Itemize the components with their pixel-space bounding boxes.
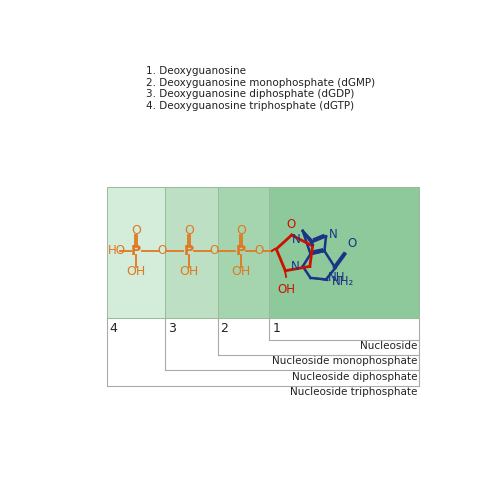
Text: NH₂: NH₂ (332, 276, 354, 288)
Text: OH: OH (179, 265, 199, 278)
Bar (106, 187, 419, 318)
Text: HO: HO (108, 244, 126, 258)
Text: P: P (131, 244, 141, 258)
Text: 4. Deoxyguanosine triphosphate (dGTP): 4. Deoxyguanosine triphosphate (dGTP) (146, 101, 354, 111)
Text: 1: 1 (272, 322, 280, 335)
Text: 2: 2 (220, 322, 228, 335)
Text: 2. Deoxyguanosine monophosphate (dGMP): 2. Deoxyguanosine monophosphate (dGMP) (146, 78, 376, 88)
Text: P: P (236, 244, 246, 258)
Text: Nucleoside diphosphate: Nucleoside diphosphate (292, 372, 418, 382)
Text: OH: OH (278, 283, 296, 296)
Bar (218, 187, 419, 318)
Text: N: N (292, 233, 300, 246)
Text: 1. Deoxyguanosine: 1. Deoxyguanosine (146, 66, 246, 76)
Text: N: N (329, 228, 338, 241)
Text: O: O (131, 224, 141, 236)
Text: NH: NH (328, 272, 346, 284)
Bar (270, 187, 419, 318)
Text: 3: 3 (168, 322, 176, 335)
Text: OH: OH (126, 265, 146, 278)
Text: O: O (210, 244, 219, 258)
Text: Nucleoside: Nucleoside (360, 341, 418, 351)
Text: 4: 4 (110, 322, 118, 335)
Text: 3. Deoxyguanosine diphosphate (dGDP): 3. Deoxyguanosine diphosphate (dGDP) (146, 90, 354, 100)
Text: P: P (184, 244, 194, 258)
Text: O: O (286, 218, 296, 231)
Text: O: O (184, 224, 194, 236)
Text: Nucleoside triphosphate: Nucleoside triphosphate (290, 387, 418, 397)
Text: Nucleoside monophosphate: Nucleoside monophosphate (272, 356, 418, 366)
Text: O: O (348, 237, 357, 250)
Text: N: N (291, 260, 300, 273)
Text: O: O (254, 244, 264, 258)
Text: O: O (158, 244, 167, 258)
Bar (165, 187, 419, 318)
Text: OH: OH (231, 265, 250, 278)
Text: O: O (236, 224, 246, 236)
